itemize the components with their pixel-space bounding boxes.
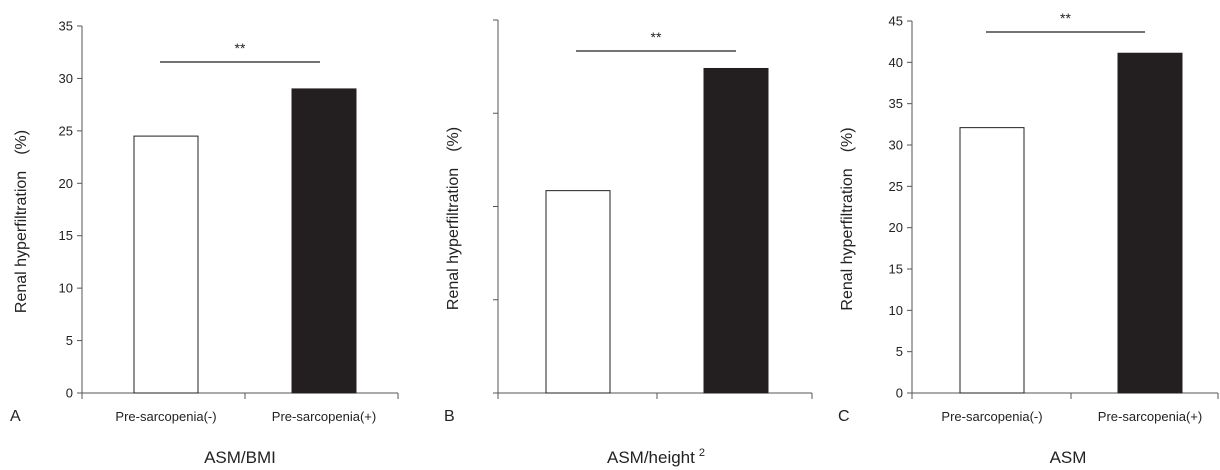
chart2-y-tick-label: 20	[889, 220, 903, 235]
chart2-y-tick-label: 15	[889, 262, 903, 277]
chart0-y-tick-label: 35	[59, 19, 73, 34]
chart0-title-text: ASM/BMI	[204, 448, 276, 467]
chart2-category-label: Pre-sarcopenia(+)	[1098, 409, 1202, 424]
chart2-panel-label: C	[838, 408, 850, 425]
chart0-category-label: Pre-sarcopenia(+)	[272, 409, 376, 424]
chart1-title: ASM/height 2	[607, 447, 705, 467]
chart0-significance-mark: **	[235, 40, 246, 56]
chart2-y-axis-label: Renal hyperfiltration (%)	[839, 127, 856, 310]
chart2-y-tick-label: 25	[889, 179, 903, 194]
chart1-title-superscript: 2	[699, 447, 705, 459]
chart0-y-axis-label: Renal hyperfiltration (%)	[13, 130, 30, 313]
chart0-y-tick-label: 25	[59, 123, 73, 138]
chart1-bar	[545, 190, 611, 394]
chart0-bar	[291, 88, 357, 394]
chart2-significance-mark: **	[1060, 10, 1071, 26]
chart0-y-tick-label: 10	[59, 281, 73, 296]
chart2-title-text: ASM	[1050, 448, 1087, 467]
chart2-category-label: Pre-sarcopenia(-)	[941, 409, 1042, 424]
chart2-y-tick-label: 40	[889, 55, 903, 70]
chart2-bar	[959, 127, 1025, 394]
chart0-y-tick-label: 20	[59, 176, 73, 191]
chart2-y-tick-label: 10	[889, 303, 903, 318]
chart1-panel-label: B	[444, 408, 455, 425]
chart0-y-tick-label: 5	[66, 333, 73, 348]
chart2-y-tick-label: 30	[889, 138, 903, 153]
chart1-significance-mark: **	[651, 29, 662, 45]
chart0-y-tick-label: 15	[59, 228, 73, 243]
chart2-title: ASM	[1050, 448, 1087, 467]
chart2-y-tick-label: 45	[889, 14, 903, 29]
chart0-title: ASM/BMI	[204, 448, 276, 467]
chart2-y-tick-label: 5	[896, 344, 903, 359]
chart0-bar	[133, 135, 199, 394]
chart1-title-text: ASM/height	[607, 448, 695, 467]
chart0-y-tick-label: 0	[66, 386, 73, 401]
chart2-y-tick-label: 35	[889, 96, 903, 111]
chart1-y-axis-label: Renal hyperfiltration (%)	[445, 127, 462, 310]
chart1-bar	[703, 67, 769, 394]
chart2-bar	[1117, 52, 1183, 394]
chart0-y-tick-label: 30	[59, 71, 73, 86]
chart0-panel-label: A	[10, 408, 21, 425]
chart2-y-tick-label: 0	[896, 386, 903, 401]
chart0-category-label: Pre-sarcopenia(-)	[115, 409, 216, 424]
